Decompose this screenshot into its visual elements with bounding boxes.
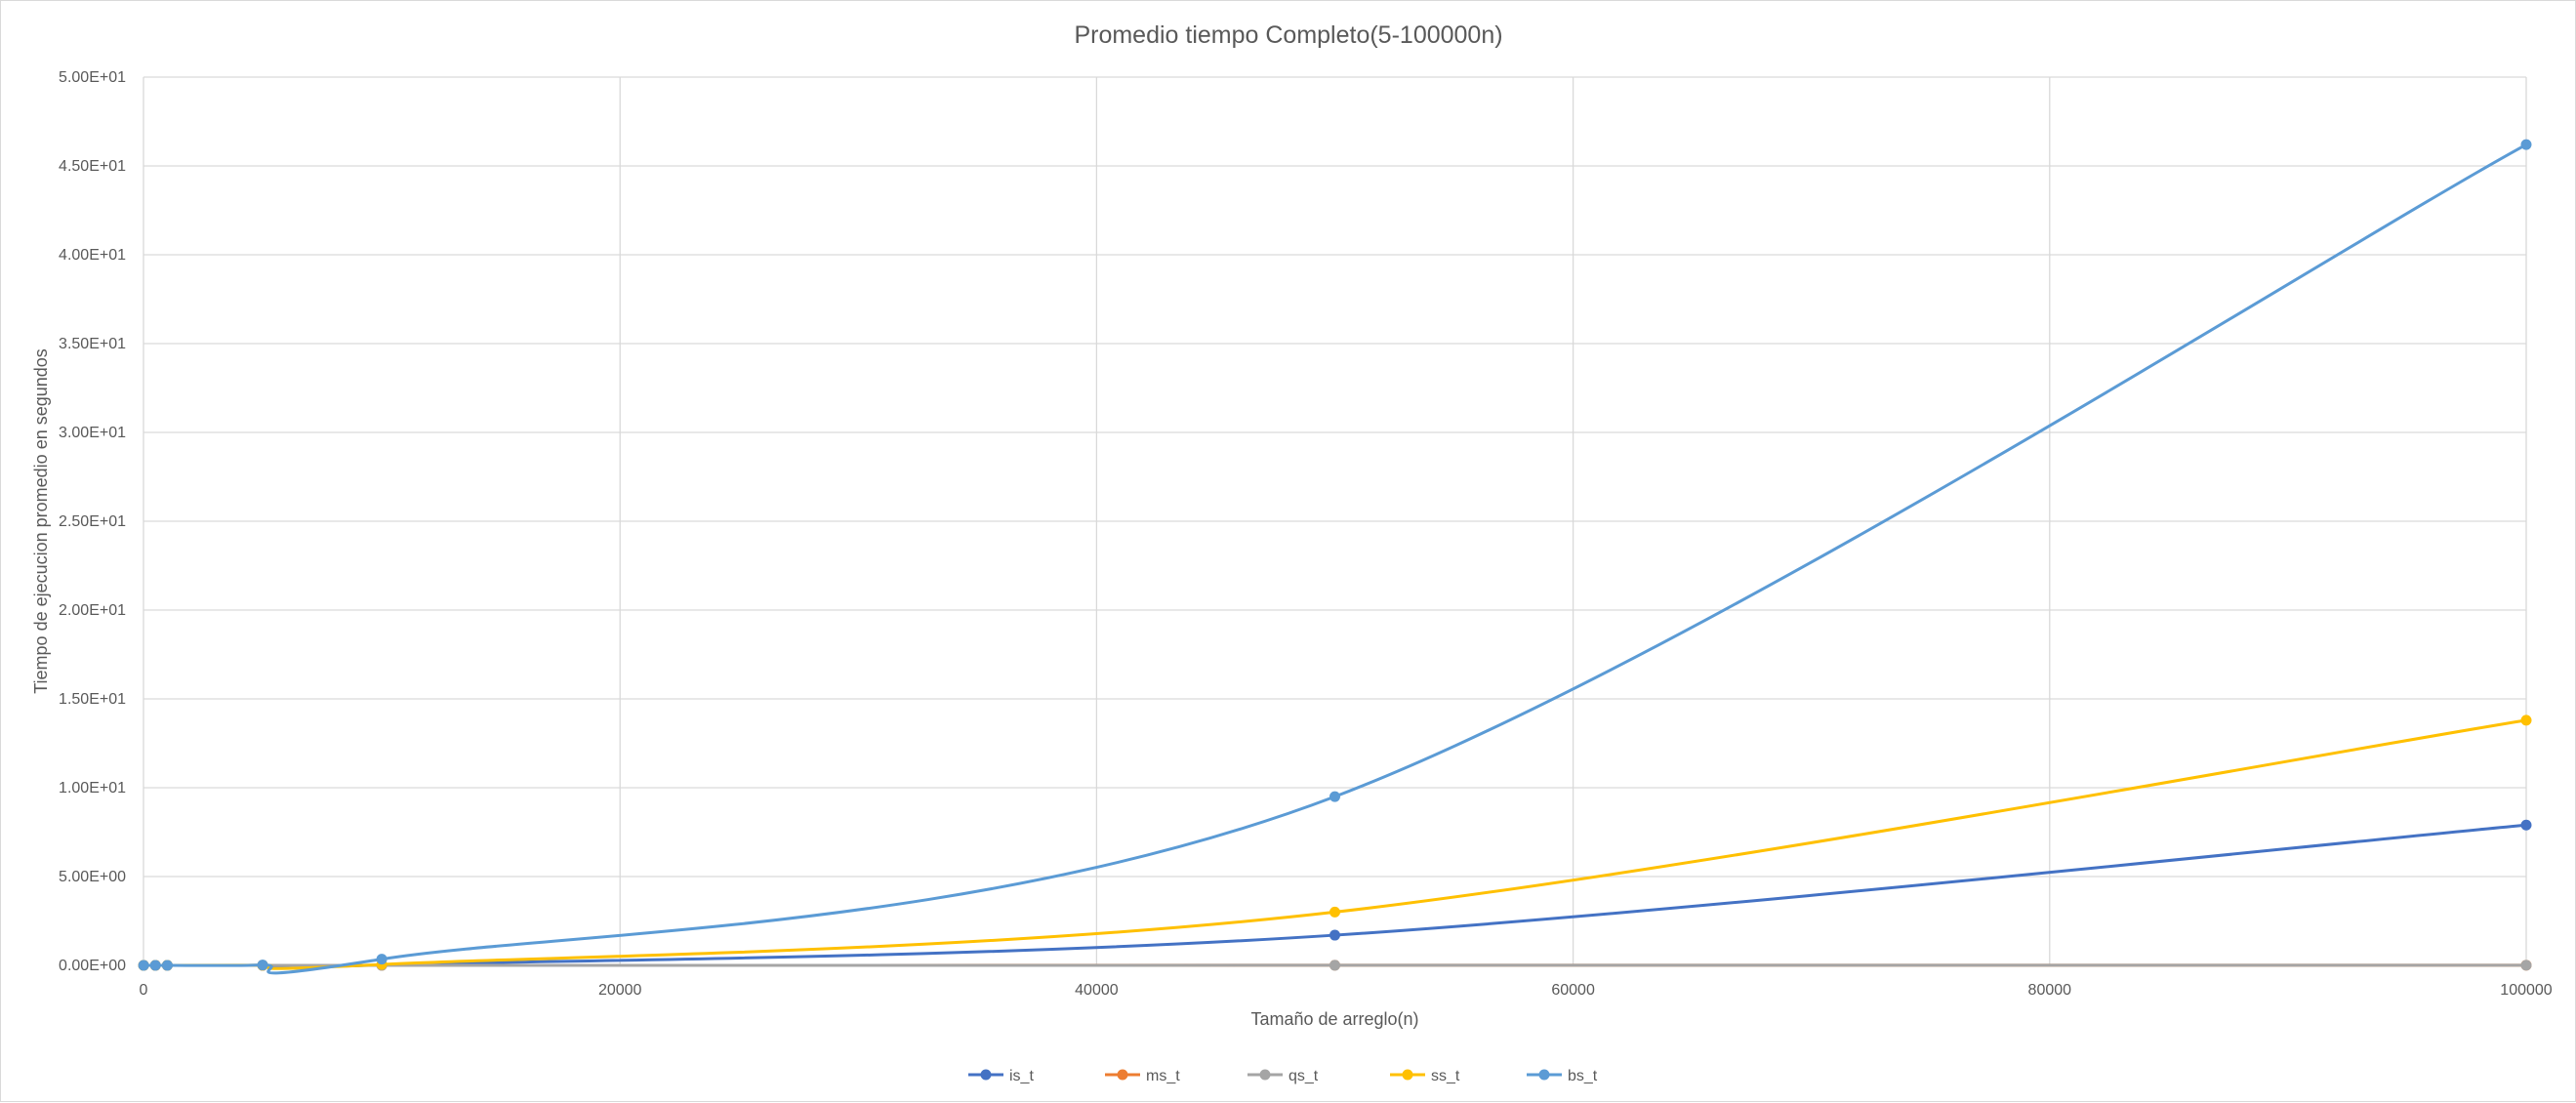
legend-swatch-marker — [1260, 1070, 1271, 1081]
y-tick-label: 4.00E+01 — [59, 247, 126, 264]
y-tick-label: 3.50E+01 — [59, 336, 126, 352]
data-point-bs_t — [139, 960, 149, 971]
y-tick-label: 4.50E+01 — [59, 158, 126, 175]
legend-swatch-marker — [981, 1070, 992, 1081]
x-tick-label: 40000 — [1075, 982, 1119, 999]
legend-label: is_t — [1009, 1068, 1034, 1084]
legend-item-is_t: is_t — [968, 1068, 1034, 1084]
y-tick-label: 3.00E+01 — [59, 425, 126, 441]
labels: 0.00E+00 5.00E+00 1.00E+01 1.50E+01 2.00E+01… — [31, 21, 2553, 1029]
x-tick-label: 80000 — [2028, 982, 2072, 999]
data-point-qs_t — [2521, 960, 2532, 970]
x-tick-label: 100000 — [2500, 982, 2552, 999]
y-axis-title: Tiempo de ejecucion promedio en segundos — [31, 348, 51, 694]
data-point-ss_t — [2521, 715, 2532, 725]
x-axis-title: Tamaño de arreglo(n) — [1250, 1009, 1418, 1029]
data-point-bs_t — [377, 954, 388, 964]
data-point-qs_t — [1329, 960, 1340, 970]
data-point-bs_t — [150, 960, 161, 970]
legend-label: qs_t — [1288, 1068, 1319, 1084]
x-tick-label: 20000 — [598, 982, 642, 999]
data-point-bs_t — [2521, 140, 2532, 150]
data-point-is_t — [2521, 820, 2532, 831]
data-point-is_t — [1329, 930, 1340, 941]
y-tick-label: 5.00E+00 — [59, 869, 126, 885]
data-point-bs_t — [1329, 792, 1340, 802]
y-tick-label: 1.00E+01 — [59, 780, 126, 797]
y-tick-label: 5.00E+01 — [59, 69, 126, 86]
legend-swatch-marker — [1118, 1070, 1128, 1081]
legend-item-ms_t: ms_t — [1105, 1068, 1180, 1084]
series-line-bs_t — [143, 144, 2526, 973]
series-group — [139, 140, 2532, 973]
legend-item-bs_t: bs_t — [1527, 1068, 1598, 1084]
y-tick-label: 2.00E+01 — [59, 602, 126, 619]
y-tick-label: 2.50E+01 — [59, 513, 126, 530]
series-is_t — [139, 820, 2532, 971]
legend-item-ss_t: ss_t — [1390, 1068, 1460, 1084]
legend: is_t ms_t qs_t ss_t bs_t — [968, 1068, 1598, 1084]
grid — [143, 77, 2526, 965]
legend-item-qs_t: qs_t — [1247, 1068, 1319, 1084]
series-bs_t — [139, 140, 2532, 973]
legend-swatch-marker — [1539, 1070, 1550, 1081]
y-tick-label: 1.50E+01 — [59, 691, 126, 708]
legend-label: ss_t — [1431, 1068, 1460, 1084]
x-tick-label: 0 — [140, 982, 148, 999]
legend-label: bs_t — [1568, 1068, 1598, 1084]
data-point-ss_t — [1329, 907, 1340, 918]
legend-label: ms_t — [1146, 1068, 1180, 1084]
data-point-bs_t — [162, 960, 173, 970]
y-tick-label: 0.00E+00 — [59, 958, 126, 974]
chart-title: Promedio tiempo Completo(5-100000n) — [1074, 21, 1502, 49]
legend-swatch-marker — [1403, 1070, 1413, 1081]
data-point-bs_t — [258, 960, 268, 970]
x-tick-label: 60000 — [1551, 982, 1595, 999]
